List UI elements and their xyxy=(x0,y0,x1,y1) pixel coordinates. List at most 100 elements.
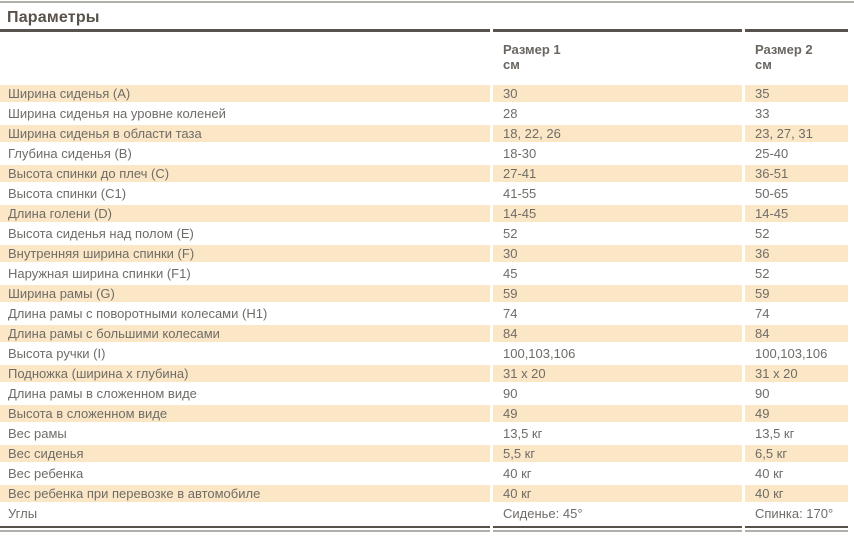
size1-value: Сиденье: 45° xyxy=(503,506,583,521)
size1-value: 74 xyxy=(503,306,518,321)
size1-value: 45 xyxy=(503,266,518,281)
size2-value: 74 xyxy=(755,306,770,321)
table-row: Внутренняя ширина спинки (F) 30 36 xyxy=(0,245,848,265)
size2-value: 14-45 xyxy=(745,205,848,222)
bottom-divider-dark xyxy=(0,526,848,528)
table-row: Высота сиденья над полом (Е) 52 52 xyxy=(0,225,848,245)
param-label: Ширина сиденья в области таза xyxy=(0,125,490,142)
size2-value: 13,5 кг xyxy=(755,426,795,441)
size1-value: 84 xyxy=(493,325,742,342)
table-row: Ширина сиденья (А) 30 35 xyxy=(0,85,848,105)
size2-value: 31 х 20 xyxy=(745,365,848,382)
table-row: Высота спинки (С1) 41-55 50-65 xyxy=(0,185,848,205)
size2-value: 6,5 кг xyxy=(745,445,848,462)
table-row: Глубина сиденья (В) 18-30 25-40 xyxy=(0,145,848,165)
param-label: Высота спинки (С1) xyxy=(8,186,127,201)
param-label: Внутренняя ширина спинки (F) xyxy=(0,245,490,262)
column-header-size2-label: Размер 2 xyxy=(755,42,813,57)
table-row: Вес ребенка 40 кг 40 кг xyxy=(0,465,848,485)
param-label: Глубина сиденья (В) xyxy=(8,146,132,161)
column-header-size2-unit: см xyxy=(755,57,772,72)
top-divider xyxy=(0,1,854,3)
param-label: Углы xyxy=(8,506,38,521)
param-label: Длина рамы с поворотными колесами (Н1) xyxy=(8,306,268,321)
size2-value: 35 xyxy=(745,85,848,102)
size2-value: Спинка: 170° xyxy=(755,506,834,521)
size2-value: 50-65 xyxy=(755,186,789,201)
table-row: Ширина сиденья в области таза 18, 22, 26… xyxy=(0,125,848,145)
divider-segment xyxy=(0,530,490,532)
size1-value: 52 xyxy=(503,226,518,241)
size1-value: 27-41 xyxy=(493,165,742,182)
table-row: Ширина рамы (G) 59 59 xyxy=(0,285,848,305)
size2-value: 25-40 xyxy=(755,146,789,161)
column-header-size1: Размер 1 см xyxy=(493,32,742,85)
param-label: Высота спинки до плеч (С) xyxy=(0,165,490,182)
size1-value: 100,103,106 xyxy=(503,346,576,361)
divider-segment xyxy=(493,29,742,32)
param-label: Ширина сиденья на уровне коленей xyxy=(8,106,226,121)
param-label: Ширина сиденья (А) xyxy=(0,85,490,102)
table-header-row: Размер 1 см Размер 2 см xyxy=(0,32,848,85)
param-label: Вес сиденья xyxy=(0,445,490,462)
param-label: Вес ребенка при перевозке в автомобиле xyxy=(0,485,490,502)
divider-segment xyxy=(0,29,490,32)
size2-value: 36-51 xyxy=(745,165,848,182)
bottom-divider-light xyxy=(0,530,848,532)
size1-value: 13,5 кг xyxy=(503,426,543,441)
size2-value: 52 xyxy=(755,266,770,281)
size1-value: 31 х 20 xyxy=(493,365,742,382)
column-header-parameter xyxy=(0,32,490,85)
page-title: Параметры xyxy=(7,9,100,26)
table-row: Длина рамы с поворотными колесами (Н1) 7… xyxy=(0,305,848,325)
size1-value: 59 xyxy=(493,285,742,302)
size2-value: 52 xyxy=(755,226,770,241)
table-row: Вес сиденья 5,5 кг 6,5 кг xyxy=(0,445,848,465)
table-row: Вес рамы 13,5 кг 13,5 кг xyxy=(0,425,848,445)
size2-value: 90 xyxy=(755,386,770,401)
size2-value: 40 кг xyxy=(745,485,848,502)
size1-value: 18, 22, 26 xyxy=(493,125,742,142)
size2-value: 100,103,106 xyxy=(755,346,828,361)
table-row: Высота спинки до плеч (С) 27-41 36-51 xyxy=(0,165,848,185)
table-row: Ширина сиденья на уровне коленей 28 33 xyxy=(0,105,848,125)
size2-value: 40 кг xyxy=(755,466,784,481)
size1-value: 30 xyxy=(493,245,742,262)
param-label: Высота сиденья над полом (Е) xyxy=(8,226,194,241)
size2-value: 36 xyxy=(745,245,848,262)
size1-value: 49 xyxy=(493,405,742,422)
size1-value: 14-45 xyxy=(493,205,742,222)
table-row: Длина рамы в сложенном виде 90 90 xyxy=(0,385,848,405)
size1-value: 28 xyxy=(503,106,518,121)
size1-value: 41-55 xyxy=(503,186,537,201)
param-label: Ширина рамы (G) xyxy=(0,285,490,302)
size1-value: 40 кг xyxy=(493,485,742,502)
size1-value: 5,5 кг xyxy=(493,445,742,462)
param-label: Вес ребенка xyxy=(8,466,84,481)
size2-value: 33 xyxy=(755,106,770,121)
table-row: Углы Сиденье: 45° Спинка: 170° xyxy=(0,505,848,525)
title-divider xyxy=(0,29,848,32)
size1-value: 90 xyxy=(503,386,518,401)
table-row: Вес ребенка при перевозке в автомобиле 4… xyxy=(0,485,848,505)
table-row: Подножка (ширина х глубина) 31 х 20 31 х… xyxy=(0,365,848,385)
param-label: Длина голени (D) xyxy=(0,205,490,222)
size2-value: 59 xyxy=(745,285,848,302)
divider-segment xyxy=(745,29,848,32)
divider-segment xyxy=(493,530,742,532)
param-label: Наружная ширина спинки (F1) xyxy=(8,266,191,281)
size2-value: 49 xyxy=(745,405,848,422)
param-label: Подножка (ширина х глубина) xyxy=(0,365,490,382)
size2-value: 23, 27, 31 xyxy=(745,125,848,142)
table-row: Высота ручки (I) 100,103,106 100,103,106 xyxy=(0,345,848,365)
table-row: Длина голени (D) 14-45 14-45 xyxy=(0,205,848,225)
param-label: Вес рамы xyxy=(8,426,67,441)
column-header-size1-unit: см xyxy=(503,57,520,72)
size2-value: 84 xyxy=(745,325,848,342)
params-table-body: Ширина сиденья (А) 30 35 Ширина сиденья … xyxy=(0,85,854,525)
size1-value: 30 xyxy=(493,85,742,102)
divider-segment xyxy=(745,526,848,528)
param-label: Длина рамы в сложенном виде xyxy=(8,386,197,401)
size1-value: 40 кг xyxy=(503,466,532,481)
param-label: Высота ручки (I) xyxy=(8,346,106,361)
